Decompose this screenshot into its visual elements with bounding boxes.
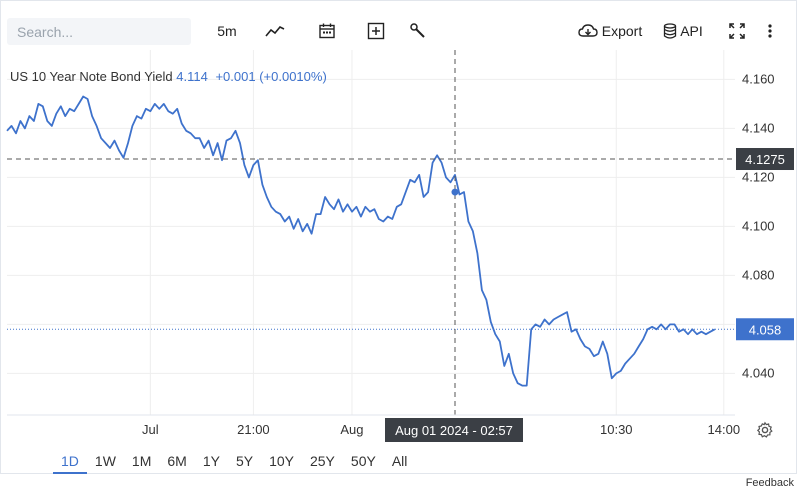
crosshair-y-label-box — [736, 148, 794, 171]
api-button[interactable]: API — [660, 18, 706, 44]
range-button-10y[interactable]: 10Y — [269, 453, 294, 469]
export-button[interactable]: Export — [575, 18, 645, 44]
range-selector: 1D 1W 1M 6M 1Y 5Y 10Y 25Y 50Y All — [53, 450, 415, 474]
crosshair-x-label: Aug 01 2024 - 02:57 — [395, 423, 513, 438]
last-price-label: 4.058 — [749, 322, 782, 337]
more-vertical-icon — [767, 23, 773, 39]
y-tick-label: 4.160 — [742, 71, 775, 86]
chart-type-button[interactable] — [262, 18, 288, 44]
interval-button[interactable]: 5m — [210, 18, 244, 44]
api-label: API — [680, 23, 703, 39]
y-tick-label: 4.040 — [742, 365, 775, 380]
calendar-icon — [318, 22, 336, 40]
instrument-name: US 10 Year Note Bond Yield — [10, 69, 173, 84]
last-value: 4.114 — [176, 69, 208, 84]
x-tick-label: 10:30 — [600, 422, 633, 437]
fullscreen-icon — [728, 22, 746, 40]
x-tick-label: 14:00 — [708, 422, 741, 437]
y-tick-label: 4.080 — [742, 267, 775, 282]
range-button-5y[interactable]: 5Y — [235, 453, 254, 469]
chart-legend: US 10 Year Note Bond Yield 4.114 +0.001 … — [10, 69, 327, 84]
cloud-download-icon — [578, 23, 598, 39]
fullscreen-button[interactable] — [724, 18, 750, 44]
y-tick-label: 4.120 — [742, 169, 775, 184]
y-tick-label: 4.140 — [742, 120, 775, 135]
last-price-label-box — [736, 318, 794, 341]
export-label: Export — [601, 23, 643, 39]
y-tick-label: 4.100 — [742, 218, 775, 233]
crosshair-y-label: 4.1275 — [745, 152, 785, 167]
date-range-button[interactable] — [314, 18, 340, 44]
price-chart[interactable]: 4.0404.0604.0804.1004.1204.1404.160Jul21… — [0, 50, 797, 445]
change-value: +0.001 — [215, 69, 256, 84]
range-button-1d[interactable]: 1D — [53, 450, 87, 474]
gear-icon — [756, 421, 774, 443]
x-tick-label: 21:00 — [237, 422, 270, 437]
tools-button[interactable] — [405, 18, 431, 44]
toolbar: 5m Export API — [0, 0, 797, 56]
x-tick-label: Jul — [142, 422, 159, 437]
crosshair-point — [451, 188, 459, 196]
interval-label: 5m — [217, 23, 237, 39]
chart-settings-button[interactable] — [756, 421, 774, 439]
add-indicator-button[interactable] — [363, 18, 389, 44]
x-tick-label: Aug — [340, 422, 363, 437]
series-line — [6, 95, 716, 387]
range-button-25y[interactable]: 25Y — [309, 453, 335, 469]
more-options-button[interactable] — [760, 18, 780, 44]
line-chart-icon — [265, 24, 285, 38]
wrench-icon — [409, 22, 427, 40]
range-button-1m[interactable]: 1M — [131, 453, 152, 469]
database-icon — [663, 23, 677, 39]
range-button-6m[interactable]: 6M — [167, 453, 187, 469]
range-button-1y[interactable]: 1Y — [202, 453, 220, 469]
range-button-all[interactable]: All — [391, 453, 408, 469]
add-icon — [367, 22, 385, 40]
search-input[interactable] — [7, 18, 191, 45]
feedback-link[interactable]: Feedback — [745, 477, 794, 489]
crosshair-x-label-box — [385, 418, 523, 442]
change-percent: (+0.0010%) — [259, 69, 327, 84]
range-button-50y[interactable]: 50Y — [350, 453, 376, 469]
range-button-1w[interactable]: 1W — [94, 453, 116, 469]
